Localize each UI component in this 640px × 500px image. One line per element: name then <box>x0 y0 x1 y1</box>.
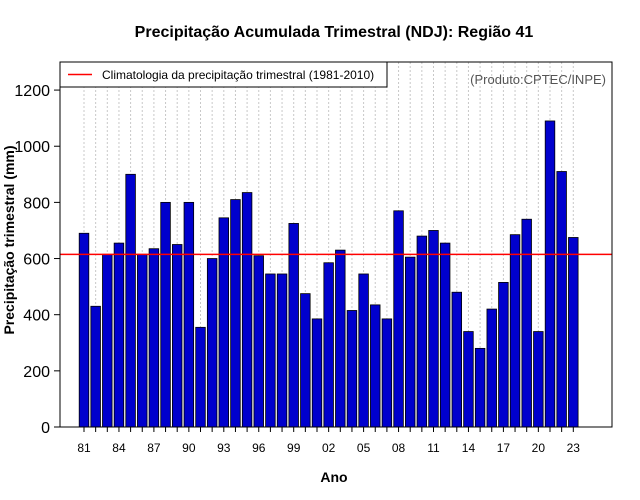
bar-2014 <box>463 331 474 428</box>
bar-1995 <box>241 192 253 428</box>
bar-2010 <box>416 235 428 428</box>
bar-1987 <box>148 248 160 428</box>
bar-1984 <box>113 242 125 428</box>
x-axis-label: Ano <box>320 469 347 485</box>
bar-1992 <box>206 258 218 428</box>
x-tick-label: 23 <box>567 441 581 455</box>
x-tick-label: 93 <box>217 441 231 455</box>
bar-2021 <box>544 120 556 428</box>
bar-2000 <box>300 293 311 428</box>
y-tick-label: 600 <box>23 252 50 269</box>
bar-2019 <box>521 218 532 428</box>
bar-1994 <box>230 199 241 428</box>
bar-1983 <box>102 253 113 428</box>
y-tick-label: 200 <box>23 364 50 381</box>
x-tick-label: 20 <box>532 441 546 455</box>
y-axis-label: Precipitação trimestral (mm) <box>1 145 17 334</box>
bar-2012 <box>439 242 451 428</box>
bar-1989 <box>171 244 183 428</box>
bar-1998 <box>276 273 288 428</box>
bar-2016 <box>486 308 497 428</box>
bar-1997 <box>265 273 276 428</box>
bar-series <box>78 120 579 428</box>
bar-2013 <box>451 291 463 428</box>
x-tick-label: 84 <box>112 441 126 455</box>
x-tick-label: 90 <box>182 441 196 455</box>
bar-1993 <box>218 217 230 428</box>
product-note: (Produto:CPTEC/INPE) <box>470 72 606 87</box>
bar-2018 <box>509 234 521 428</box>
y-tick-label: 800 <box>23 195 50 212</box>
bar-2008 <box>393 210 404 428</box>
bar-2011 <box>428 230 439 428</box>
bar-1991 <box>195 326 206 428</box>
legend-box <box>59 61 388 88</box>
bar-1981 <box>78 232 90 428</box>
bar-2002 <box>323 262 334 428</box>
bar-1988 <box>160 201 171 428</box>
y-tick-label: 1200 <box>14 83 50 100</box>
bar-2023 <box>568 237 579 428</box>
bar-1996 <box>253 255 264 428</box>
x-tick-label: 05 <box>357 441 371 455</box>
x-axis: 81 84 87 90 93 96 99 02 05 08 11 14 17 20 23 <box>77 427 580 455</box>
y-tick-label: 0 <box>41 420 50 437</box>
bar-1986 <box>137 253 148 428</box>
bar-2003 <box>335 249 346 428</box>
y-tick-label: 400 <box>23 308 50 325</box>
x-tick-label: 87 <box>147 441 161 455</box>
bar-1985 <box>125 173 136 428</box>
bar-2009 <box>404 256 416 428</box>
x-tick-label: 11 <box>427 441 440 455</box>
legend: Climatologia da precipitação trimestral … <box>59 61 388 88</box>
x-tick-label: 02 <box>322 441 336 455</box>
bar-2007 <box>381 318 393 428</box>
legend-label: Climatologia da precipitação trimestral … <box>102 68 374 82</box>
bar-2015 <box>474 347 486 428</box>
chart-title: Precipitação Acumulada Trimestral (NDJ):… <box>135 24 534 41</box>
bar-2020 <box>533 331 544 428</box>
y-tick-label: 1000 <box>14 139 50 156</box>
bar-2001 <box>311 318 323 428</box>
bar-2005 <box>358 273 369 428</box>
bar-2004 <box>346 310 358 428</box>
x-tick-label: 08 <box>392 441 406 455</box>
y-axis: 0 200 400 600 800 1000 1200 <box>14 83 60 437</box>
bar-2017 <box>498 281 509 428</box>
x-tick-label: 81 <box>77 441 91 455</box>
bar-1982 <box>90 305 101 428</box>
x-tick-label: 96 <box>252 441 266 455</box>
x-tick-label: 99 <box>287 441 301 455</box>
bar-2006 <box>370 304 381 428</box>
bar-2022 <box>556 171 567 428</box>
x-tick-label: 17 <box>497 441 511 455</box>
bar-1990 <box>183 201 195 428</box>
x-tick-label: 14 <box>462 441 476 455</box>
